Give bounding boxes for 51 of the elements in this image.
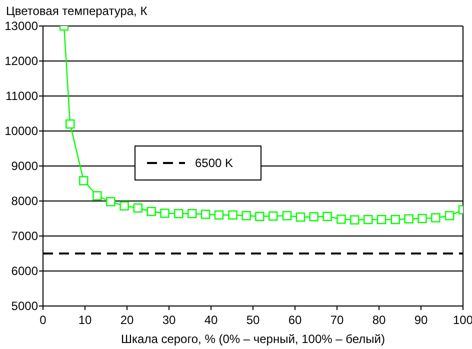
x-tick-label: 80	[372, 313, 386, 327]
y-tick-label: 12000	[4, 54, 38, 68]
point	[282, 211, 292, 220]
point	[376, 214, 386, 224]
point	[120, 201, 129, 210]
y-tick-label: 8000	[11, 194, 38, 208]
y-tick-label: 9000	[11, 159, 38, 173]
point	[363, 214, 373, 224]
point	[92, 191, 102, 200]
x-tick-label: 90	[414, 313, 428, 327]
point	[200, 210, 210, 219]
y-tick-label: 10000	[4, 124, 38, 138]
point	[431, 213, 440, 222]
point	[146, 206, 156, 216]
point	[350, 215, 360, 224]
point	[79, 176, 88, 186]
x-tick-label: 40	[204, 313, 218, 327]
point	[390, 214, 400, 224]
x-tick-label: 70	[330, 313, 344, 327]
point	[336, 214, 346, 224]
point	[214, 210, 224, 220]
point	[133, 203, 143, 213]
point	[418, 214, 427, 224]
point	[106, 197, 116, 206]
point	[255, 212, 264, 221]
y-axis-title: Цветовая температура, К	[6, 4, 148, 18]
point	[404, 214, 414, 224]
point	[242, 211, 251, 220]
y-tick-label: 13000	[4, 19, 38, 33]
point	[188, 209, 197, 218]
point	[228, 210, 238, 220]
y-tick-label: 5000	[11, 299, 38, 313]
x-axis-title: Шкала серого, % (0% – черный, 100% – белый)	[121, 332, 385, 346]
point	[444, 211, 454, 220]
y-tick-label: 11000	[6, 89, 38, 103]
x-tick-label: 50	[246, 313, 260, 327]
x-tick-label: 0	[40, 313, 47, 327]
point	[322, 212, 332, 221]
y-tick-label: 6000	[11, 264, 38, 278]
legend-label: 6500 K	[195, 156, 234, 170]
x-tick-label: 10	[78, 313, 92, 327]
point	[296, 212, 306, 222]
y-tick-label: 7000	[11, 229, 38, 243]
x-tick-label: 60	[288, 313, 302, 327]
point	[65, 119, 75, 129]
point	[309, 212, 318, 222]
point	[174, 209, 184, 218]
point	[160, 208, 170, 218]
x-tick-label: 20	[120, 313, 134, 327]
point	[268, 211, 278, 221]
x-tick-label: 30	[162, 313, 176, 327]
